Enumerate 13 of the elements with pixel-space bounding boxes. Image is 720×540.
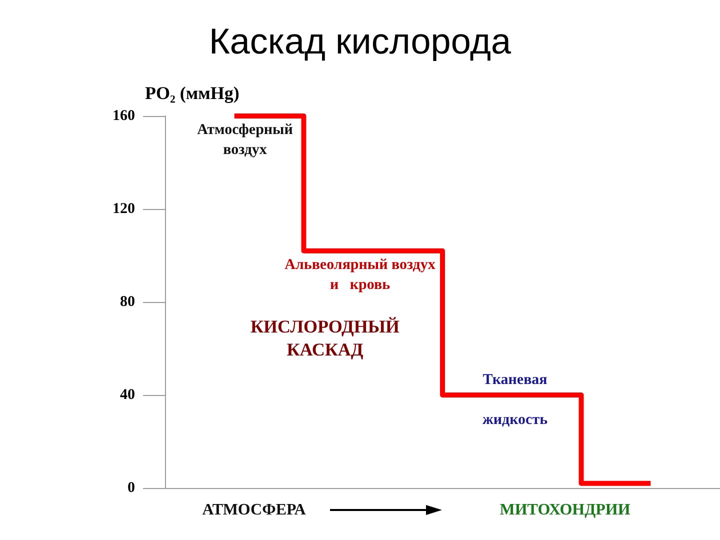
annotation: Альвеолярный воздух и кровь [284,257,436,293]
y-tick-label: 160 [112,108,135,124]
y-tick-label: 40 [120,387,135,403]
text: Тканевая жидкость [482,372,548,428]
text: МИТОХОНДРИИ [500,502,631,518]
annotation: КИСЛОРОДНЫЙ КАСКАД [250,316,400,360]
text: АТМОСФЕРА [202,502,306,518]
y-tick-label: 0 [128,480,135,496]
y-tick-label: 120 [112,201,135,217]
chart-title: Каскад кислорода [208,20,512,62]
y-axis-title: PO₂ (ммHg) [145,83,240,103]
y-tick-label: 80 [120,294,135,310]
annotation: Атмосферный воздух [197,122,294,158]
